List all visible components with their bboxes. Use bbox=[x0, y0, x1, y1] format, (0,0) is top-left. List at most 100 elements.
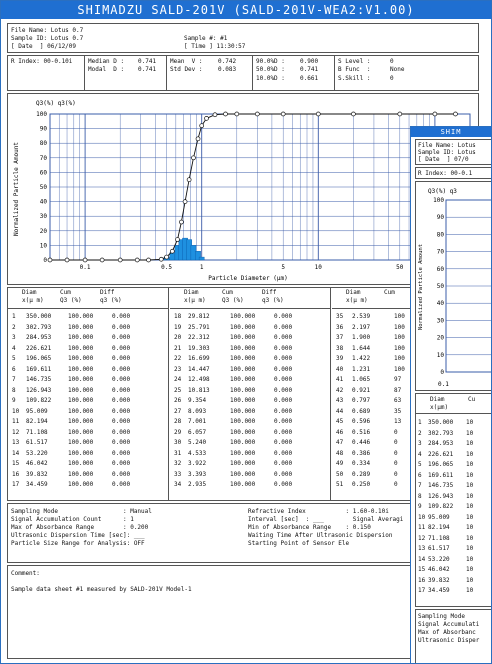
mean-value: 0.742 bbox=[218, 58, 237, 65]
table-cell: 97 bbox=[394, 376, 402, 383]
table-cell: 100.000 bbox=[230, 313, 256, 320]
table-cell: 6.057 bbox=[188, 428, 207, 436]
window2-table-row: 10 95.009 10 bbox=[416, 513, 491, 522]
table-cell: 27 bbox=[174, 407, 182, 415]
table-cell: 196.065 bbox=[26, 355, 52, 362]
table-cell: 0.000 bbox=[112, 344, 131, 352]
cumulative-point bbox=[234, 111, 240, 117]
table-cell: 0.334 bbox=[352, 460, 371, 467]
table-header-unit: x(μ m) bbox=[184, 297, 206, 304]
window2-y-tick-label: 60 bbox=[437, 266, 445, 273]
statistics-box: R Index: 00-0.10i Median D : 0.741 Modal… bbox=[7, 55, 479, 91]
table-cell: 100.000 bbox=[230, 334, 256, 341]
table-cell: 19.303 bbox=[188, 344, 210, 352]
d50-label: 50.0%D : bbox=[256, 66, 285, 73]
comment-label: Comment: bbox=[11, 570, 40, 577]
table-cell: 100 bbox=[394, 334, 405, 341]
table-cell: 109.822 bbox=[26, 397, 52, 404]
table-row: 42 0.921 87 bbox=[332, 386, 478, 395]
table-row: 31 4.533 100.000 0.000 bbox=[170, 449, 330, 458]
s-skill-label: S.Skill : bbox=[338, 75, 371, 82]
table-cell: 0.000 bbox=[274, 470, 293, 478]
window2-table-cell: 10 bbox=[466, 524, 474, 531]
table-header: Diam bbox=[346, 289, 361, 296]
cumulative-point bbox=[82, 257, 88, 263]
table-row: 34 2.935 100.000 0.000 bbox=[170, 480, 330, 489]
table-row: 30 5.240 100.000 0.000 bbox=[170, 438, 330, 447]
window2-table-cell: 10 bbox=[466, 450, 474, 458]
window2-y-tick-label: 100 bbox=[433, 197, 444, 204]
y-tick-label: 80 bbox=[40, 140, 48, 147]
window2-date: [ Date ] 07/0 bbox=[418, 156, 469, 163]
table-cell: 0 bbox=[394, 481, 398, 488]
window2-table-cell: 15 bbox=[418, 566, 426, 573]
table-header: Diff bbox=[100, 289, 115, 296]
cumulative-point bbox=[158, 256, 164, 262]
table-cell: 8 bbox=[12, 386, 16, 394]
cond-refractive-index: Refractive Index : 1.60-0.10i bbox=[248, 508, 389, 515]
table-row: 11 82.194 100.000 0.000 bbox=[8, 417, 168, 426]
table-cell: 25 bbox=[174, 386, 182, 394]
window2-table-row: 5 196.065 10 bbox=[416, 460, 491, 469]
table-header-unit: q3 (%) bbox=[100, 297, 122, 304]
table-cell: 12.498 bbox=[188, 376, 210, 383]
table-cell: 0.000 bbox=[274, 344, 293, 352]
table-row: 46 0.516 0 bbox=[332, 428, 478, 437]
cumulative-point bbox=[204, 116, 209, 121]
table-row: 7 146.735 100.000 0.000 bbox=[8, 375, 168, 384]
table-cell: 1.900 bbox=[352, 334, 371, 341]
window2-table-cell: 13 bbox=[418, 545, 426, 552]
table-cell: 25.791 bbox=[188, 323, 210, 331]
cond-max-absorbance: Max of Absorbance Range : 0.200 bbox=[11, 524, 149, 531]
table-cell: 61.517 bbox=[26, 439, 48, 446]
window2-table: Diam x(μm) Cu 1 350.000 10 2 302.793 10 3 284.9… bbox=[415, 393, 491, 607]
window2-table-cell: 10 bbox=[466, 566, 474, 573]
sample-number: Sample #: #1 bbox=[184, 35, 228, 42]
table-cell: 100.000 bbox=[230, 376, 256, 383]
window2-table-row: 3 284.953 10 bbox=[416, 439, 491, 448]
table-row: 9 109.822 100.000 0.000 bbox=[8, 396, 168, 405]
table-cell: 126.943 bbox=[26, 386, 52, 394]
table-row: 5 196.065 100.000 0.000 bbox=[8, 354, 168, 363]
window2-table-row: 15 46.042 10 bbox=[416, 565, 491, 574]
window2-y-tick-label: 20 bbox=[437, 335, 445, 342]
x-tick-label: 10 bbox=[315, 264, 323, 271]
cond-starting-point: Starting Point of Sensor Ele bbox=[248, 540, 350, 547]
window2-table-row: 8 126.943 10 bbox=[416, 492, 491, 501]
window2-table-cell: 169.611 bbox=[428, 471, 454, 479]
window2-cond-4: Ultrasonic Disper bbox=[418, 637, 480, 644]
table-header: Cum bbox=[222, 289, 233, 296]
table-cell: 50 bbox=[336, 470, 344, 478]
table-cell: 100.000 bbox=[230, 323, 256, 331]
window2-table-cell: 10 bbox=[466, 440, 474, 447]
cumulative-point bbox=[64, 257, 70, 263]
table-cell: 0.689 bbox=[352, 407, 371, 415]
window2-table-cell: 11 bbox=[418, 524, 426, 531]
table-cell: 0.000 bbox=[274, 428, 293, 436]
table-cell: 1.644 bbox=[352, 344, 371, 352]
table-cell: 0.000 bbox=[274, 397, 293, 404]
table-cell: 0.000 bbox=[112, 376, 131, 383]
table-cell: 2 bbox=[12, 323, 16, 331]
window2-table-cell: 302.793 bbox=[428, 429, 454, 437]
table-cell: 100.000 bbox=[230, 344, 256, 352]
table-cell: 37 bbox=[336, 334, 344, 341]
table-cell: 41 bbox=[336, 376, 344, 383]
table-row: 24 12.498 100.000 0.000 bbox=[170, 375, 330, 384]
table-cell: 9.354 bbox=[188, 397, 207, 404]
table-row: 32 3.922 100.000 0.000 bbox=[170, 459, 330, 468]
table-cell: 0.000 bbox=[274, 449, 293, 457]
window2-table-cell: 2 bbox=[418, 429, 422, 437]
window2-th-diam: Diam bbox=[430, 396, 445, 403]
second-report-window[interactable]: SHIM File Name: Lotus Sample ID: Lotus [… bbox=[410, 126, 492, 664]
cond-signal-accum: Signal Accumulation Count : 1 bbox=[11, 516, 134, 523]
table-cell: 26 bbox=[174, 397, 182, 404]
window2-table-cell: 3 bbox=[418, 440, 422, 447]
window2-table-cell: 350.000 bbox=[428, 419, 454, 426]
window2-x-tick: 0.1 bbox=[438, 381, 449, 388]
table-cell: 39.832 bbox=[26, 470, 48, 478]
table-cell: 284.953 bbox=[26, 334, 52, 341]
table-cell: 6 bbox=[12, 365, 16, 373]
table-cell: 35 bbox=[394, 407, 402, 415]
table-cell: 2.935 bbox=[188, 481, 207, 488]
